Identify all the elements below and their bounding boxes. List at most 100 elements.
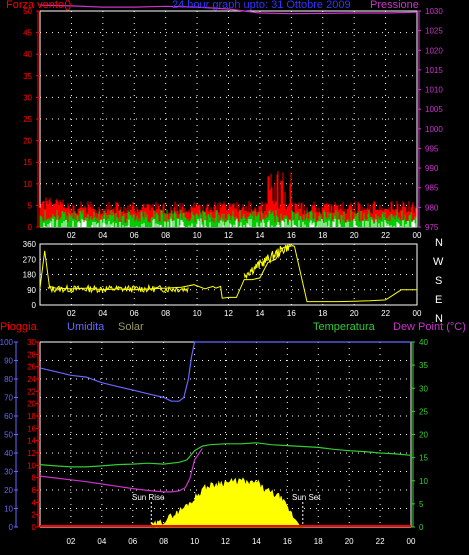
panel2-x-tick-label: 22 [381, 309, 390, 318]
rain-tick-label: 10 [27, 461, 36, 470]
panel1-x-tick-label: 18 [318, 231, 327, 240]
rain-tick-label: 30 [27, 338, 36, 347]
panel2-y-tick-label: 360 [23, 240, 37, 249]
pressure-line [39, 4, 418, 15]
temperature-tick-label: 40 [419, 338, 428, 347]
panel2-x-tick-label: 10 [193, 309, 202, 318]
panel1-right-tick-label: 980 [425, 203, 439, 212]
temperatura-label: Temperatura [313, 321, 375, 333]
panel3-x-tick-label: 16 [283, 537, 292, 546]
rain-tick-label: 28 [27, 350, 36, 359]
direction-jitter-2 [243, 244, 291, 280]
compass-s: S [435, 275, 443, 287]
panel1-left-tick-label: 30 [23, 93, 32, 102]
compass-e: E [435, 294, 443, 306]
panel2-y-tick-label: 0 [32, 301, 37, 310]
panel1-x-tick-label: 22 [381, 231, 390, 240]
panel2-y-tick-label: 270 [23, 255, 37, 264]
panel1-right-tick-label: 990 [425, 164, 439, 173]
panel3-x-tick-label: 00 [407, 537, 416, 546]
sun-rise-label: Sun Rise [132, 493, 165, 502]
panel3-x-tick-label: 18 [314, 537, 323, 546]
panel3-x-tick-label: 08 [159, 537, 168, 546]
panel2-x-tick-label: 00 [413, 309, 422, 318]
panel2-x-tick-label: 08 [161, 309, 170, 318]
humidity-tick-label: 10 [4, 505, 13, 514]
panel1-x-tick-label: 04 [98, 231, 107, 240]
panel1-right-tick-label: 1015 [425, 66, 443, 75]
compass-w: W [433, 256, 444, 268]
panel1-left-tick-label: 35 [23, 72, 32, 81]
rain-tick-label: 16 [27, 424, 36, 433]
direction-line [39, 245, 417, 303]
rain-tick-label: 22 [27, 387, 36, 396]
rain-tick-label: 6 [32, 486, 37, 495]
rain-tick-label: 12 [27, 449, 36, 458]
temperature-tick-label: 5 [419, 500, 424, 509]
humidity-tick-label: 50 [4, 431, 13, 440]
panel1-left-tick-label: 40 [23, 50, 32, 59]
panel3-x-tick-label: 06 [128, 537, 137, 546]
panel1-x-tick-label: 14 [255, 231, 264, 240]
panel1-right-tick-label: 1025 [425, 27, 443, 36]
panel2-x-tick-label: 18 [318, 309, 327, 318]
humidity-line [39, 341, 411, 402]
panel1-right-tick-label: 1020 [425, 46, 443, 55]
panel2-x-tick-label: 14 [255, 309, 264, 318]
panel3-x-tick-label: 10 [190, 537, 199, 546]
panel1-left-tick-label: 25 [23, 115, 32, 124]
panel2-x-tick-label: 12 [224, 309, 233, 318]
panel2-x-tick-label: 06 [130, 309, 139, 318]
compass-n-bottom: N [435, 313, 443, 325]
panel3-x-tick-label: 04 [97, 537, 106, 546]
panel2-y-tick-label: 180 [23, 271, 37, 280]
solar-label: Solar [118, 321, 144, 333]
panel2-x-tick-label: 04 [98, 309, 107, 318]
wind-bars [39, 171, 417, 227]
panel2-y-tick-label: 90 [27, 286, 36, 295]
panel1-x-tick-label: 16 [287, 231, 296, 240]
header-title: 24 hour graph upto: 31 Ottobre 2009 [172, 0, 351, 11]
panel1-x-tick-label: 06 [130, 231, 139, 240]
panel1-x-tick-label: 12 [224, 231, 233, 240]
panel1-left-tick-label: 5 [28, 201, 33, 210]
panel1-left-tick-label: 20 [23, 137, 32, 146]
header-left-label: Forza vento() [6, 0, 72, 11]
panel2-x-tick-label: 16 [287, 309, 296, 318]
dewpoint-line [39, 448, 203, 493]
panel2-x-tick-label: 02 [67, 309, 76, 318]
panel1-left-tick-label: 10 [23, 180, 32, 189]
panel1-right-tick-label: 1000 [425, 125, 443, 134]
temperature-tick-label: 0 [419, 523, 424, 532]
panel3-x-tick-label: 20 [345, 537, 354, 546]
panel1-x-tick-label: 00 [413, 231, 422, 240]
direction-jitter [47, 283, 189, 294]
temperature-tick-label: 35 [419, 361, 428, 370]
solar-area [150, 477, 304, 529]
rain-tick-label: 14 [27, 437, 36, 446]
temperature-tick-label: 15 [419, 454, 428, 463]
panel1-left-tick-label: 45 [23, 29, 32, 38]
panel1-x-tick-label: 20 [350, 231, 359, 240]
temperature-tick-label: 30 [419, 384, 428, 393]
panel1-left-tick-label: 15 [23, 158, 32, 167]
humidity-tick-label: 0 [9, 523, 14, 532]
humidity-tick-label: 90 [4, 357, 13, 366]
humidity-tick-label: 100 [0, 338, 14, 347]
panel3-x-tick-label: 22 [376, 537, 385, 546]
rain-tick-label: 24 [27, 375, 36, 384]
sun-set-label: Sun Set [292, 493, 321, 502]
panel1-right-tick-label: 1010 [425, 86, 443, 95]
pioggia-label: Pioggia [0, 321, 37, 333]
rain-tick-label: 26 [27, 363, 36, 372]
rain-tick-label: 4 [32, 498, 37, 507]
panel1-right-tick-label: 985 [425, 184, 439, 193]
dewpoint-label: Dew Point (°C) [393, 321, 466, 333]
temperature-tick-label: 20 [419, 431, 428, 440]
panel1-x-tick-label: 02 [67, 231, 76, 240]
compass-n-top: N [435, 237, 443, 249]
panel2-x-tick-label: 20 [350, 309, 359, 318]
temperature-tick-label: 25 [419, 407, 428, 416]
temperature-line [39, 442, 412, 468]
